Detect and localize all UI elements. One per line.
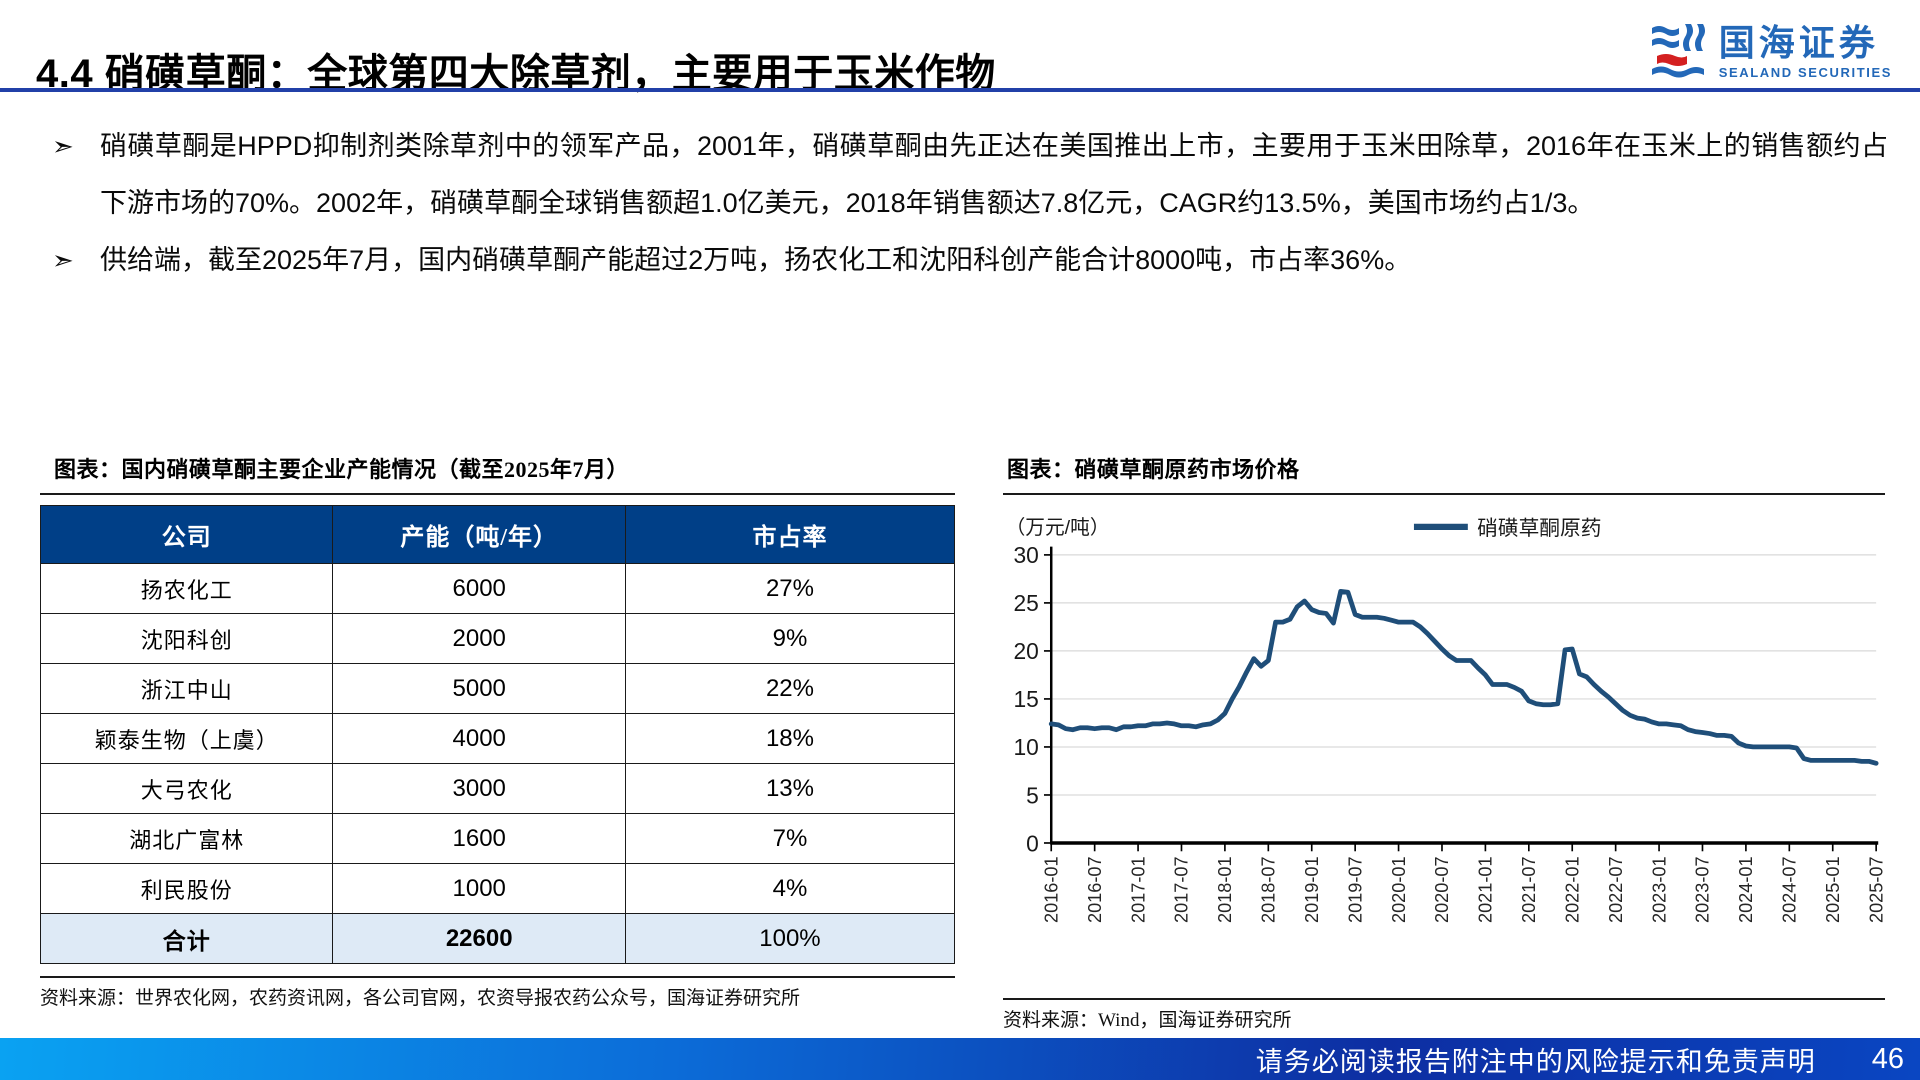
summary-bullets: ➣ 硝磺草酮是HPPD抑制剂类除草剂中的领军产品，2001年，硝磺草酮由先正达在… — [52, 118, 1888, 289]
logo-text: 国海证券 SEALAND SECURITIES — [1719, 25, 1892, 79]
bullet-arrow-icon: ➣ — [52, 245, 74, 275]
company-cell: 沈阳科创 — [39, 613, 334, 664]
share-cell: 4% — [624, 863, 956, 914]
svg-text:2017-07: 2017-07 — [1172, 856, 1192, 923]
capacity-cell: 5000 — [332, 663, 626, 714]
col-header-share: 市占率 — [624, 505, 956, 564]
svg-text:2017-01: 2017-01 — [1128, 856, 1148, 923]
capacity-cell: 6000 — [332, 563, 626, 614]
svg-text:2021-01: 2021-01 — [1476, 856, 1496, 923]
svg-text:10: 10 — [1013, 734, 1038, 760]
svg-text:2025-01: 2025-01 — [1823, 856, 1843, 923]
sealand-logo-icon — [1649, 20, 1707, 83]
col-header-company: 公司 — [39, 505, 334, 564]
svg-text:硝磺草酮原药: 硝磺草酮原药 — [1477, 517, 1601, 540]
svg-text:2018-01: 2018-01 — [1215, 856, 1235, 923]
svg-text:2021-07: 2021-07 — [1519, 856, 1539, 923]
share-cell: 13% — [624, 763, 956, 814]
share-cell: 18% — [624, 713, 956, 764]
price-figure-title: 图表：硝磺草酮原药市场价格 — [1007, 457, 1300, 482]
share-cell: 9% — [624, 613, 956, 664]
svg-text:2020-01: 2020-01 — [1389, 856, 1409, 923]
bullet-item: ➣ 硝磺草酮是HPPD抑制剂类除草剂中的领军产品，2001年，硝磺草酮由先正达在… — [52, 118, 1888, 232]
svg-text:2024-01: 2024-01 — [1736, 856, 1756, 923]
total-share: 100% — [624, 913, 956, 964]
company-logo: 国海证券 SEALAND SECURITIES — [1649, 20, 1892, 83]
svg-text:0: 0 — [1026, 830, 1039, 856]
table-row: 湖北广富林 1600 7% — [39, 813, 956, 864]
svg-text:2016-07: 2016-07 — [1085, 856, 1105, 923]
logo-name-en: SEALAND SECURITIES — [1718, 64, 1892, 80]
bullet-text: 供给端，截至2025年7月，国内硝磺草酮产能超过2万吨，扬农化工和沈阳科创产能合… — [100, 245, 1412, 275]
table-row: 颖泰生物（上虞） 4000 18% — [39, 713, 956, 764]
bullet-arrow-icon: ➣ — [52, 131, 74, 161]
capacity-figure-title: 图表：国内硝磺草酮主要企业产能情况（截至2025年7月） — [54, 457, 630, 482]
capacity-source: 资料来源：世界农化网，农药资讯网，各公司官网，农资导报农药公众号，国海证券研究所 — [40, 988, 801, 1009]
table-row: 扬农化工 6000 27% — [39, 563, 956, 614]
svg-text:25: 25 — [1013, 590, 1038, 616]
company-cell: 利民股份 — [39, 863, 334, 914]
figure-bottom-rule — [40, 976, 955, 978]
table-total-row: 合计 22600 100% — [39, 913, 956, 964]
svg-text:2022-07: 2022-07 — [1606, 856, 1626, 923]
capacity-cell: 3000 — [332, 763, 626, 814]
share-cell: 27% — [624, 563, 956, 614]
capacity-cell: 4000 — [332, 713, 626, 764]
svg-text:（万元/吨）: （万元/吨） — [1006, 517, 1110, 539]
figure-bottom-rule — [1003, 998, 1885, 1000]
figure-top-rule — [40, 493, 955, 495]
bullet-item: ➣ 供给端，截至2025年7月，国内硝磺草酮产能超过2万吨，扬农化工和沈阳科创产… — [52, 232, 1888, 289]
svg-text:30: 30 — [1013, 542, 1038, 568]
company-cell: 颖泰生物（上虞） — [39, 713, 334, 764]
total-label: 合计 — [39, 913, 334, 964]
svg-text:2016-01: 2016-01 — [1041, 856, 1061, 923]
svg-text:5: 5 — [1026, 782, 1039, 808]
svg-text:2024-07: 2024-07 — [1780, 856, 1800, 923]
logo-name-cn: 国海证券 — [1718, 22, 1879, 63]
col-header-capacity: 产能（吨/年） — [332, 505, 626, 564]
figure-top-rule — [1003, 493, 1885, 495]
company-cell: 扬农化工 — [39, 563, 334, 614]
share-cell: 22% — [624, 663, 956, 714]
svg-text:2019-07: 2019-07 — [1345, 856, 1365, 923]
company-cell: 大弓农化 — [39, 763, 334, 814]
price-source: 资料来源：Wind，国海证券研究所 — [1003, 1010, 1292, 1031]
svg-text:2018-07: 2018-07 — [1259, 856, 1279, 923]
svg-text:2025-07: 2025-07 — [1866, 856, 1885, 923]
svg-text:15: 15 — [1013, 686, 1038, 712]
capacity-cell: 1600 — [332, 813, 626, 864]
footer-disclaimer: 请务必阅读报告附注中的风险提示和免责声明 — [1255, 1046, 1816, 1077]
capacity-cell: 2000 — [332, 613, 626, 664]
svg-text:2023-01: 2023-01 — [1649, 856, 1669, 923]
company-cell: 湖北广富林 — [39, 813, 334, 864]
capacity-table: 公司 产能（吨/年） 市占率 扬农化工 6000 27% 沈阳科创 2000 9% 浙江中山… — [39, 505, 956, 964]
price-chart-panel: 图表：硝磺草酮原药市场价格 （万元/吨） 硝磺草酮原药 0 5 10 15 20 25 30 20… — [1003, 452, 1885, 1034]
table-row: 利民股份 1000 4% — [39, 863, 956, 914]
svg-text:2023-07: 2023-07 — [1693, 856, 1713, 923]
table-row: 大弓农化 3000 13% — [39, 763, 956, 814]
bullet-text: 硝磺草酮是HPPD抑制剂类除草剂中的领军产品，2001年，硝磺草酮由先正达在美国… — [100, 131, 1888, 218]
page-number: 46 — [1871, 1042, 1904, 1075]
footer-bar: 请务必阅读报告附注中的风险提示和免责声明 46 — [0, 1038, 1920, 1080]
svg-text:2022-01: 2022-01 — [1562, 856, 1582, 923]
table-row: 沈阳科创 2000 9% — [39, 613, 956, 664]
title-underline — [0, 88, 1920, 92]
total-capacity: 22600 — [332, 913, 626, 964]
capacity-cell: 1000 — [332, 863, 626, 914]
svg-text:2019-01: 2019-01 — [1302, 856, 1322, 923]
table-header-row: 公司 产能（吨/年） 市占率 — [39, 505, 956, 564]
table-row: 浙江中山 5000 22% — [39, 663, 956, 714]
company-cell: 浙江中山 — [39, 663, 334, 714]
capacity-panel: 图表：国内硝磺草酮主要企业产能情况（截至2025年7月） 公司 产能（吨/年） … — [39, 452, 956, 1012]
share-cell: 7% — [624, 813, 956, 864]
svg-text:20: 20 — [1013, 638, 1038, 664]
price-line-chart: （万元/吨） 硝磺草酮原药 0 5 10 15 20 25 30 2016-01 2016-07 20… — [1003, 501, 1885, 986]
svg-text:2020-07: 2020-07 — [1432, 856, 1452, 923]
